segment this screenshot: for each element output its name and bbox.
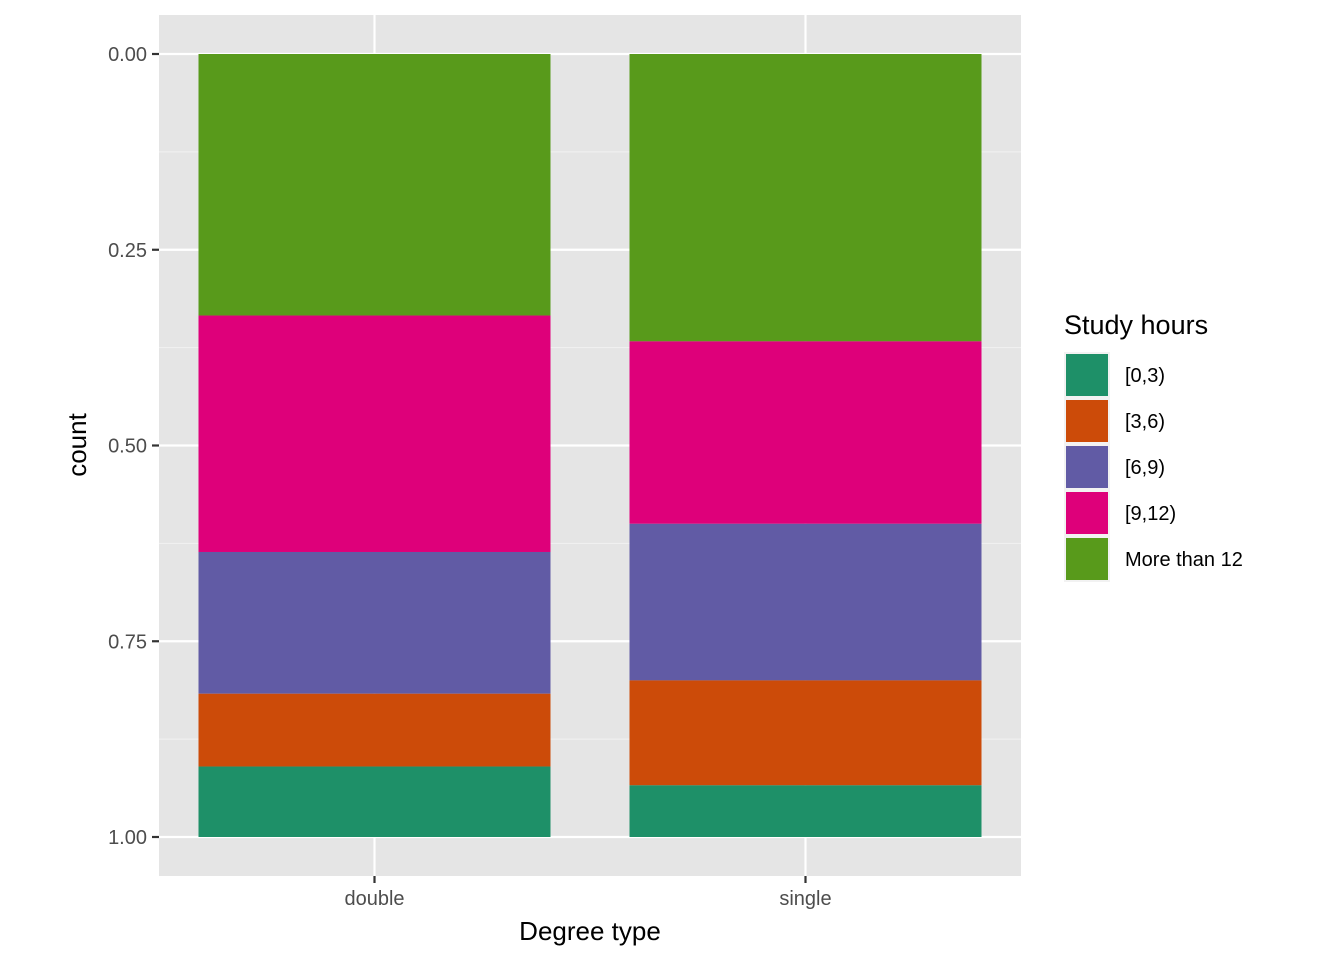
legend: Study hours [0,3) [3,6) [6,9) [9,12) More th… bbox=[1064, 310, 1243, 582]
legend-title: Study hours bbox=[1064, 310, 1208, 340]
legend-label: [6,9) bbox=[1125, 457, 1165, 479]
legend-swatch bbox=[1066, 446, 1108, 488]
bars bbox=[198, 54, 982, 837]
legend-swatch bbox=[1066, 354, 1108, 396]
y-tick-label: 0.25 bbox=[108, 240, 147, 262]
bar-segment-double-1 bbox=[198, 693, 551, 767]
x-tick-label: single bbox=[779, 888, 831, 910]
bar-segment-single-0 bbox=[629, 785, 982, 837]
legend-swatch bbox=[1066, 492, 1108, 534]
bar-segment-double-4 bbox=[198, 54, 551, 316]
legend-label: More than 12 bbox=[1125, 549, 1243, 571]
bar-segment-single-1 bbox=[629, 680, 982, 786]
y-tick-label: 0.00 bbox=[108, 44, 147, 66]
bar-segment-double-3 bbox=[198, 315, 551, 552]
x-tick-label: double bbox=[344, 888, 404, 910]
legend-label: [3,6) bbox=[1125, 411, 1165, 433]
legend-label: [0,3) bbox=[1125, 365, 1165, 387]
legend-label: [9,12) bbox=[1125, 503, 1176, 525]
y-tick-label: 0.75 bbox=[108, 631, 147, 653]
bar-segment-single-3 bbox=[629, 341, 982, 524]
legend-swatch bbox=[1066, 400, 1108, 442]
bar-segment-double-0 bbox=[198, 766, 551, 837]
x-axis: double single bbox=[344, 876, 832, 910]
y-axis-title: count bbox=[62, 412, 92, 476]
bar-segment-double-2 bbox=[198, 551, 551, 694]
y-tick-label: 0.50 bbox=[108, 436, 147, 458]
bar-segment-single-4 bbox=[629, 54, 982, 342]
bar-segment-single-2 bbox=[629, 523, 982, 681]
y-axis: 0.00 0.25 0.50 0.75 1.00 bbox=[108, 44, 159, 849]
y-tick-label: 1.00 bbox=[108, 827, 147, 849]
legend-swatch bbox=[1066, 538, 1108, 580]
x-axis-title: Degree type bbox=[519, 916, 661, 946]
